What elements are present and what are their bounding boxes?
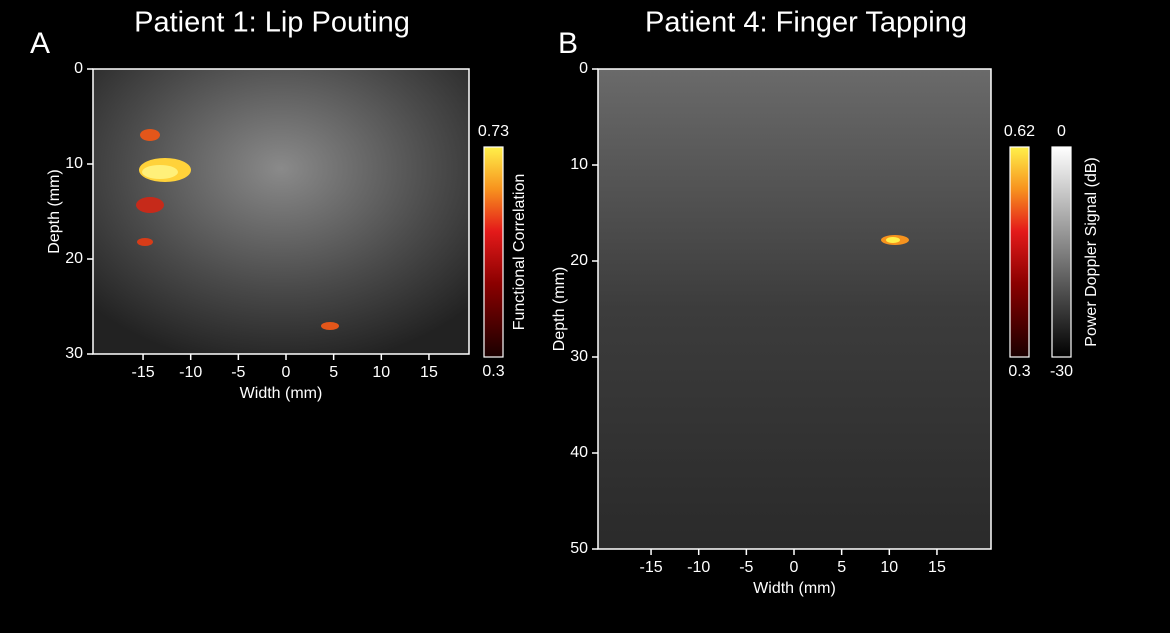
panel-letter: B <box>558 27 578 60</box>
y-tick-label: 20 <box>570 252 588 269</box>
x-tick-label: 15 <box>928 559 946 576</box>
y-tick-label: 10 <box>65 155 83 172</box>
x-tick-label: -15 <box>131 364 154 381</box>
x-tick-label: 0 <box>790 559 799 576</box>
x-tick-label: 10 <box>372 364 390 381</box>
x-tick-label: 5 <box>837 559 846 576</box>
y-tick-label: 10 <box>570 156 588 173</box>
colorbar-min: 0.3 <box>1008 363 1030 380</box>
colorbar-min: 0.3 <box>482 363 504 380</box>
y-axis-label: Depth (mm) <box>46 169 63 253</box>
colorbar-max: 0.73 <box>478 123 509 140</box>
colorbar-max: 0 <box>1057 123 1066 140</box>
x-tick-label: -15 <box>639 559 662 576</box>
y-tick-label: 20 <box>65 250 83 267</box>
y-tick-label: 50 <box>570 540 588 557</box>
x-tick-label: 5 <box>329 364 338 381</box>
colorbar <box>483 146 504 358</box>
x-tick-label: -10 <box>179 364 202 381</box>
y-tick-label: 0 <box>74 60 83 77</box>
colorbar <box>1051 146 1072 358</box>
colorbar <box>1009 146 1030 358</box>
y-tick-label: 30 <box>65 345 83 362</box>
colorbar-label: Functional Correlation <box>511 174 528 331</box>
x-axis-label: Width (mm) <box>753 580 836 597</box>
panel-letter: A <box>30 27 50 60</box>
y-tick-label: 40 <box>570 444 588 461</box>
colorbar-max: 0.62 <box>1004 123 1035 140</box>
x-tick-label: -10 <box>687 559 710 576</box>
x-axis-label: Width (mm) <box>240 385 323 402</box>
y-tick-label: 0 <box>579 60 588 77</box>
x-tick-label: -5 <box>231 364 245 381</box>
x-tick-label: 0 <box>282 364 291 381</box>
y-axis-label: Depth (mm) <box>551 267 568 351</box>
panel-title: Patient 4: Finger Tapping <box>645 7 967 39</box>
ultrasound-image <box>598 69 991 549</box>
y-tick-label: 30 <box>570 348 588 365</box>
x-tick-label: 10 <box>880 559 898 576</box>
colorbar-min: -30 <box>1050 363 1073 380</box>
activation-map <box>881 235 909 245</box>
panel-title: Patient 1: Lip Pouting <box>134 7 410 39</box>
colorbar-label: Power Doppler Signal (dB) <box>1083 157 1100 346</box>
activation-map <box>136 129 339 330</box>
x-tick-label: 15 <box>420 364 438 381</box>
plot-frame <box>92 68 470 355</box>
x-tick-label: -5 <box>739 559 753 576</box>
